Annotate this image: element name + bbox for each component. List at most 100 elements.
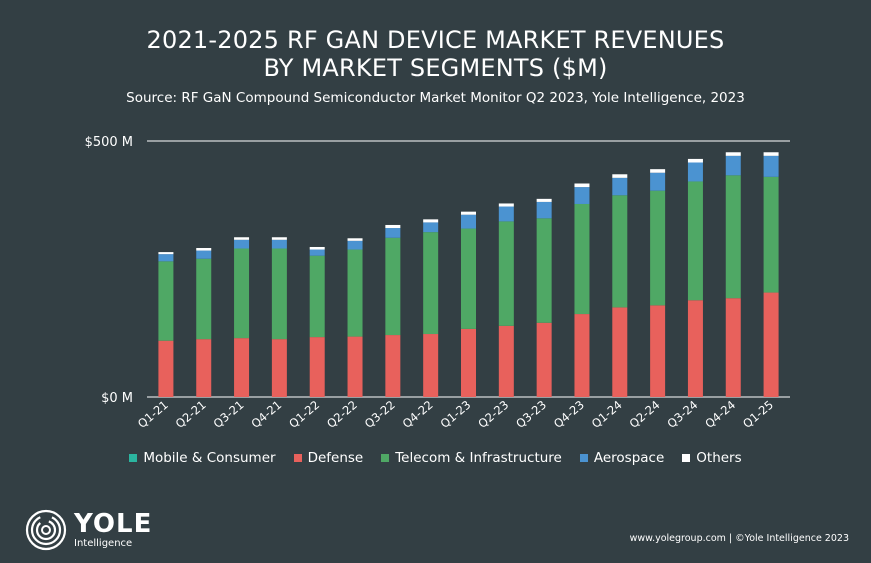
x-tick-label: Q4-24 — [702, 398, 738, 431]
chart-title-line-2: BY MARKET SEGMENTS ($M) — [263, 54, 608, 82]
legend-swatch — [579, 454, 588, 462]
bar-segment — [385, 237, 401, 336]
bar-segment — [763, 292, 779, 397]
bar-segment — [687, 181, 703, 301]
bar-segment — [725, 298, 741, 397]
bar-segment — [234, 338, 250, 397]
bar-segment — [574, 203, 590, 315]
bar-segment — [650, 190, 666, 306]
bar-segment — [461, 214, 476, 229]
bar-segment — [423, 232, 439, 335]
legend-label: Aerospace — [593, 450, 665, 466]
bar-segment — [158, 254, 174, 262]
bar-segment — [498, 325, 514, 397]
bar-segment — [763, 176, 779, 293]
legend-swatch — [381, 454, 390, 462]
bar-segment — [196, 248, 212, 251]
bar-segment — [536, 322, 552, 397]
bar-segment — [461, 228, 476, 329]
x-tick-label: Q4-22 — [400, 398, 436, 431]
bar-segment — [234, 248, 250, 339]
bar-segment — [763, 155, 779, 177]
yole-ring-icon — [25, 509, 67, 551]
x-tick-label: Q3-21 — [211, 398, 247, 431]
legend-item: Defense — [293, 450, 364, 466]
bar-segment — [574, 187, 590, 204]
legend-item: Aerospace — [579, 450, 665, 466]
bar-segment — [196, 339, 212, 397]
chart-title-line-1: 2021-2025 RF GAN DEVICE MARKET REVENUES — [146, 26, 725, 54]
bar-segment — [309, 255, 325, 338]
bar-segment — [385, 335, 401, 397]
legend-label: Telecom & Infrastructure — [395, 450, 562, 466]
bar-segment — [196, 250, 212, 259]
bar-segment — [536, 201, 552, 219]
x-tick-label: Q1-25 — [740, 398, 776, 431]
bar-segment — [612, 307, 628, 397]
bar-segment — [536, 218, 552, 323]
logo-subtitle: Intelligence — [74, 537, 133, 549]
x-tick-label: Q4-21 — [248, 398, 284, 431]
logo-name: YOLE — [74, 508, 153, 539]
x-tick-label: Q2-23 — [475, 398, 511, 431]
bar-segment — [234, 237, 250, 240]
bar-segment — [234, 239, 250, 249]
bar-segment — [423, 334, 439, 397]
footer-credit: www.yolegroup.com | ©Yole Intelligence 2… — [629, 533, 849, 544]
bar-segment — [158, 252, 174, 255]
chart-legend: Mobile & Consumer Defense Telecom & Infras… — [0, 450, 871, 466]
bar-segment — [574, 183, 590, 188]
x-tick-label: Q3-24 — [664, 398, 700, 431]
legend-swatch — [293, 454, 302, 462]
x-tick-label: Q1-23 — [437, 398, 473, 431]
bar-segment — [498, 206, 514, 222]
bar-segment — [763, 152, 779, 156]
bar-segment — [498, 203, 514, 207]
bar-segment — [574, 314, 590, 397]
bar-segment — [385, 228, 401, 238]
bar-segment — [271, 248, 287, 340]
x-tick-label: Q1-24 — [589, 398, 625, 431]
bar-segment — [650, 305, 666, 397]
legend-label: Others — [696, 450, 742, 466]
y-tick-label: $500 M — [85, 135, 133, 150]
legend-swatch — [129, 454, 138, 462]
x-tick-label: Q2-22 — [324, 398, 360, 431]
bar-segment — [309, 249, 325, 256]
bar-segment — [347, 249, 363, 337]
x-tick-label: Q2-21 — [173, 398, 209, 431]
bar-segment — [536, 198, 552, 202]
x-tick-label: Q4-23 — [551, 398, 587, 431]
bar-segment — [650, 172, 666, 191]
bar-segment — [158, 261, 174, 341]
stacked-bar-chart: $0 M $500 M Q1-21 Q2-21 Q3-21 Q4-21 Q1-22 Q2-22… — [85, 135, 790, 431]
legend-label: Mobile & Consumer — [143, 450, 276, 466]
bar-segment — [725, 155, 741, 176]
bar-segment — [461, 211, 476, 215]
bar-segment — [347, 336, 363, 397]
legend-item: Others — [682, 450, 742, 466]
bar-segment — [650, 169, 666, 173]
bar-segment — [612, 195, 628, 308]
bar-segment — [158, 340, 174, 397]
bar-segment — [196, 258, 212, 340]
bar-segment — [385, 224, 401, 229]
bar-segment — [687, 158, 703, 163]
x-tick-label: Q1-21 — [135, 398, 171, 431]
bar-segment — [271, 339, 287, 397]
chart-title: 2021-2025 RF GAN DEVICE MARKET REVENUES … — [0, 26, 871, 82]
chart-subtitle: Source: RF GaN Compound Semiconductor Ma… — [126, 90, 745, 106]
bar-segment — [271, 237, 287, 240]
legend-swatch — [682, 454, 691, 462]
bar-segment — [461, 328, 476, 397]
legend-item: Mobile & Consumer — [129, 450, 276, 466]
bar-segment — [687, 162, 703, 182]
y-tick-label: $0 M — [101, 391, 133, 406]
x-tick-label: Q1-22 — [286, 398, 322, 431]
legend-label: Defense — [307, 450, 364, 466]
x-tick-label: Q3-23 — [513, 398, 549, 431]
bar-segment — [687, 300, 703, 397]
bar-segment — [271, 239, 287, 249]
yole-logo: YOLE Intelligence — [24, 508, 152, 552]
x-tick-label: Q2-24 — [627, 398, 663, 431]
